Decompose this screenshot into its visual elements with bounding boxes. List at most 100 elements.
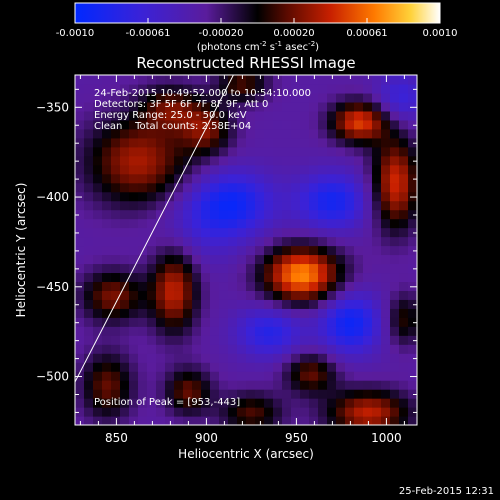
heatmap-cell [318,335,328,345]
heatmap-cell [399,263,409,274]
heatmap-cell [201,146,211,157]
heatmap-cell [156,101,166,112]
heatmap-cell [282,92,292,103]
heatmap-cell [255,218,265,229]
heatmap-cell [120,263,130,274]
heatmap-cell [210,407,220,417]
heatmap-cell [228,155,238,166]
heatmap-cell [399,83,409,94]
heatmap-cell [84,335,94,345]
heatmap-cell [363,371,373,381]
heatmap-cell [174,191,184,202]
heatmap-cell [93,191,103,202]
heatmap-cell [408,398,417,408]
heatmap-cell [264,272,274,283]
heatmap-cell [75,75,85,85]
heatmap-cell [390,263,400,274]
heatmap-cell [300,119,310,130]
heatmap-cell [318,83,328,94]
heatmap-cell [201,128,211,139]
heatmap-cell [246,92,256,103]
heatmap-cell [219,227,229,238]
heatmap-cell [273,326,283,336]
heatmap-cell [75,416,85,425]
heatmap-cell [381,119,391,130]
heatmap-cell [354,182,364,193]
heatmap-cell [228,398,238,408]
heatmap-cell [363,101,373,112]
heatmap-cell [129,164,139,175]
heatmap-cell [273,182,283,193]
heatmap-cell [219,182,229,193]
heatmap-cell [255,182,265,193]
heatmap-cell [318,173,328,184]
heatmap-cell [93,173,103,184]
heatmap-cell [165,218,175,229]
heatmap-cell [228,317,238,327]
heatmap-cell [174,254,184,265]
heatmap-cell [345,263,355,274]
heatmap-cell [246,173,256,184]
heatmap-cell [201,218,211,229]
heatmap-cell [246,119,256,130]
heatmap-cell [93,218,103,229]
heatmap-cell [111,254,121,265]
heatmap-cell [381,344,391,354]
heatmap-cell [309,353,319,363]
heatmap-cell [309,218,319,229]
heatmap-cell [246,380,256,390]
heatmap-cell [138,416,148,425]
heatmap-cell [246,326,256,336]
heatmap-cell [381,245,391,256]
heatmap-cell [363,227,373,238]
heatmap-cell [291,299,301,309]
heatmap-cell [201,101,211,112]
heatmap-cell [129,389,139,399]
heatmap-cell [345,344,355,354]
heatmap-cell [354,263,364,274]
heatmap-cell [372,209,382,220]
heatmap-cell [255,281,265,291]
heatmap-cell [228,164,238,175]
colorbar-tick-label: 0.00061 [346,28,387,39]
heatmap-cell [192,335,202,345]
heatmap-cell [363,308,373,318]
heatmap-cell [255,407,265,417]
heatmap-cell [138,344,148,354]
heatmap-cell [399,389,409,399]
heatmap-cell [255,317,265,327]
heatmap-cell [372,335,382,345]
heatmap-cell [237,263,247,274]
heatmap-cell [228,146,238,157]
heatmap-cell [408,371,417,381]
heatmap-cell [318,218,328,229]
heatmap-cell [156,362,166,372]
heatmap-cell [156,128,166,139]
heatmap-cell [147,326,157,336]
heatmap-cell [210,317,220,327]
heatmap-cell [84,290,94,300]
heatmap-cell [345,407,355,417]
heatmap-cell [210,137,220,148]
heatmap-cell [93,101,103,112]
heatmap-cell [228,308,238,318]
heatmap-cell [336,173,346,184]
heatmap-cell [129,200,139,211]
heatmap-cell [327,317,337,327]
heatmap-cell [129,191,139,202]
heatmap-cell [264,128,274,139]
heatmap-cell [291,101,301,112]
heatmap-cell [336,353,346,363]
heatmap-cell [282,146,292,157]
heatmap-cell [93,326,103,336]
heatmap-cell [336,75,346,85]
heatmap-cell [246,128,256,139]
heatmap-cell [120,290,130,300]
heatmap-cell [408,218,417,229]
heatmap-cell [246,164,256,175]
heatmap-cell [300,389,310,399]
heatmap-cell [93,371,103,381]
heatmap-cell [138,371,148,381]
heatmap-cell [345,281,355,291]
heatmap-cell [336,146,346,157]
